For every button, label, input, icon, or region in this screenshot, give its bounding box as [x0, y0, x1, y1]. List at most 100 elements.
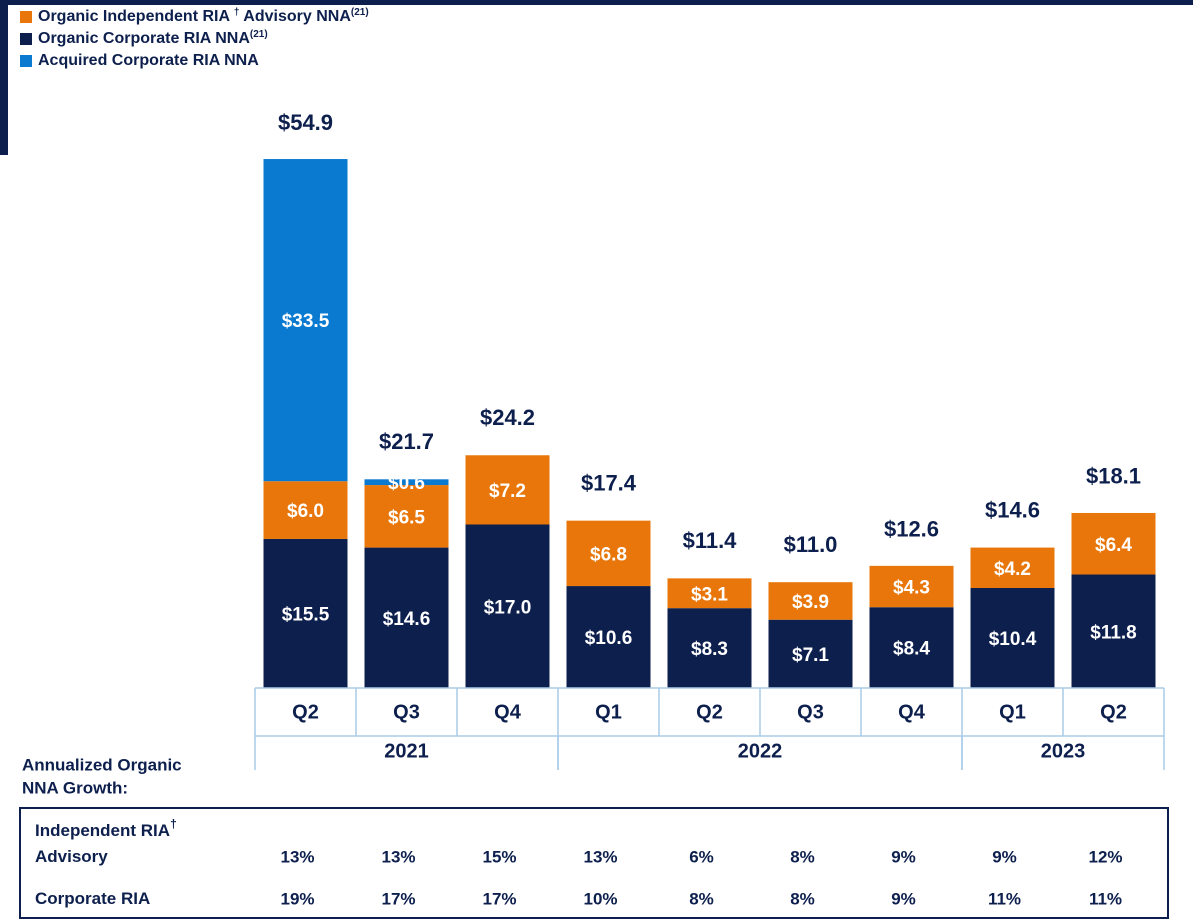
side-rule	[0, 5, 8, 155]
table-cell: 13%	[280, 847, 314, 866]
bar-segment	[263, 538, 348, 688]
row-label-sup: †	[170, 817, 177, 831]
table-cell: 13%	[583, 847, 617, 866]
legend-text: Acquired Corporate RIA NNA	[38, 52, 259, 69]
value-label: $6.8	[590, 544, 627, 565]
table-cell: 6%	[689, 847, 714, 866]
total-label: $11.0	[784, 532, 838, 557]
table-cell: 17%	[482, 889, 516, 908]
value-label: $17.0	[484, 597, 532, 618]
table-cell: 10%	[583, 889, 617, 908]
value-label: $6.4	[1095, 535, 1132, 556]
legend-text: Organic Corporate RIA NNA	[38, 30, 250, 47]
row-label-text: Independent RIA	[35, 821, 170, 840]
bar-segment	[869, 607, 954, 688]
value-label: $6.0	[287, 501, 324, 522]
legend-sup: †	[234, 7, 240, 18]
bar-segment	[566, 520, 651, 587]
value-label: $10.6	[585, 628, 633, 649]
total-label: $24.2	[480, 405, 535, 430]
table-cell: 9%	[891, 889, 916, 908]
table-cell: 11%	[1089, 889, 1122, 908]
bar-segment	[667, 608, 752, 688]
table-caption: Annualized Organic	[22, 755, 182, 774]
legend-swatch	[20, 55, 32, 67]
total-label: $17.4	[581, 470, 637, 495]
legend-text: Organic Independent RIA	[38, 8, 234, 25]
value-label: $11.8	[1090, 622, 1137, 643]
bar-segment	[768, 619, 853, 688]
legend-sup: (21)	[250, 29, 268, 40]
legend-text: Advisory NNA	[239, 8, 351, 25]
x-tick-label: Q2	[1100, 701, 1127, 723]
bar-segment	[1071, 574, 1156, 688]
total-label: $12.6	[884, 517, 939, 542]
value-label: $7.2	[489, 481, 526, 502]
value-label: $15.5	[282, 604, 330, 625]
value-label: $33.5	[282, 311, 330, 332]
x-tick-label: Q1	[999, 701, 1026, 723]
bar-segment	[465, 455, 550, 525]
legend-label: Organic Corporate RIA NNA(21)	[38, 29, 268, 48]
value-label: $14.6	[383, 609, 431, 630]
bar-segment	[364, 479, 449, 486]
legend-label: Acquired Corporate RIA NNA	[38, 52, 259, 69]
bar-segment	[566, 586, 651, 688]
bar-segment	[465, 524, 550, 688]
row-label: Independent RIA†	[35, 817, 177, 840]
x-tick-label: Q1	[595, 701, 622, 723]
value-label: $7.1	[792, 645, 829, 666]
year-label: 2023	[1041, 740, 1086, 762]
total-label: $11.4	[683, 528, 738, 553]
bar-segment	[970, 587, 1055, 688]
total-label: $18.1	[1086, 464, 1141, 489]
x-tick-label: Q2	[696, 701, 723, 723]
table-cell: 15%	[482, 847, 516, 866]
row-label-text: Advisory	[35, 847, 108, 866]
bar-segment	[667, 578, 752, 609]
legend-sup: (21)	[351, 7, 369, 18]
row-label: Advisory	[35, 847, 108, 866]
value-label: $8.4	[893, 639, 930, 660]
total-label: $54.9	[278, 110, 333, 135]
table-cell: 13%	[381, 847, 415, 866]
table-box	[19, 807, 1169, 919]
x-tick-label: Q4	[494, 701, 522, 723]
x-tick-label: Q2	[292, 701, 319, 723]
table-cell: 8%	[790, 889, 815, 908]
value-label: $4.2	[994, 559, 1031, 580]
table-cell: 9%	[992, 847, 1017, 866]
bar-segment	[768, 582, 853, 620]
year-label: 2021	[384, 740, 429, 762]
value-label: $0.6	[388, 473, 425, 494]
table-cell: 11%	[988, 889, 1021, 908]
x-tick-label: Q3	[797, 701, 824, 723]
x-tick-label: Q3	[393, 701, 420, 723]
top-rule	[0, 0, 1193, 5]
table-cell: 19%	[280, 889, 314, 908]
year-label: 2022	[738, 740, 783, 762]
table-cell: 9%	[891, 847, 916, 866]
bar-segment	[364, 485, 449, 548]
row-label-text: Corporate RIA	[35, 889, 150, 908]
value-label: $6.5	[388, 507, 425, 528]
table-cell: 12%	[1088, 847, 1122, 866]
bar-segment	[263, 481, 348, 539]
bar-segment	[263, 159, 348, 482]
table-caption: NNA Growth:	[22, 778, 128, 797]
value-label: $3.1	[691, 584, 728, 605]
value-label: $10.4	[989, 629, 1037, 650]
bar-segment	[1071, 512, 1156, 575]
value-label: $4.3	[893, 578, 930, 599]
legend-label: Organic Independent RIA † Advisory NNA(2…	[38, 7, 369, 26]
legend-swatch	[20, 11, 32, 23]
table-cell: 8%	[689, 889, 714, 908]
value-label: $3.9	[792, 592, 829, 613]
legend-swatch	[20, 33, 32, 45]
bar-segment	[869, 565, 954, 608]
total-label: $14.6	[985, 497, 1040, 522]
x-tick-label: Q4	[898, 701, 926, 723]
total-label: $21.7	[379, 429, 434, 454]
bar-segment	[364, 547, 449, 688]
